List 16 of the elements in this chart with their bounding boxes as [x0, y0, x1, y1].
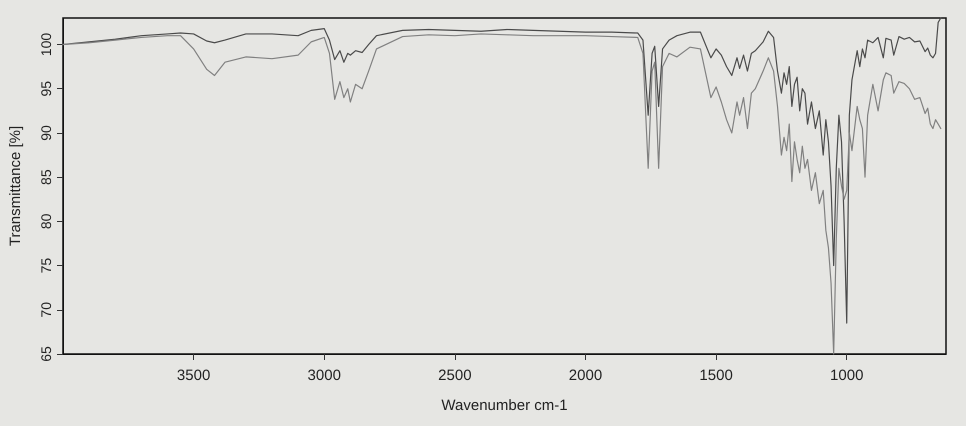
y-tick-label: 70	[38, 302, 54, 318]
x-tick-label: 3500	[176, 367, 210, 384]
y-axis-title: Transmittance [%]	[7, 126, 24, 246]
y-tick-label: 90	[38, 124, 54, 141]
x-tick-label: 1000	[830, 367, 864, 384]
x-tick-label: 2000	[568, 367, 602, 384]
y-tick-label: 75	[38, 258, 54, 274]
y-tick-label: 85	[38, 169, 54, 185]
y-tick-label: 100	[38, 32, 54, 56]
y-tick-label: 95	[38, 80, 54, 97]
x-tick-label: 1500	[699, 367, 733, 384]
y-tick-label: 80	[38, 213, 54, 230]
x-axis-title: Wavenumber cm-1	[441, 397, 568, 414]
x-tick-label: 2500	[438, 367, 472, 384]
x-tick-label: 3000	[308, 367, 341, 384]
y-tick-label: 65	[38, 346, 54, 362]
